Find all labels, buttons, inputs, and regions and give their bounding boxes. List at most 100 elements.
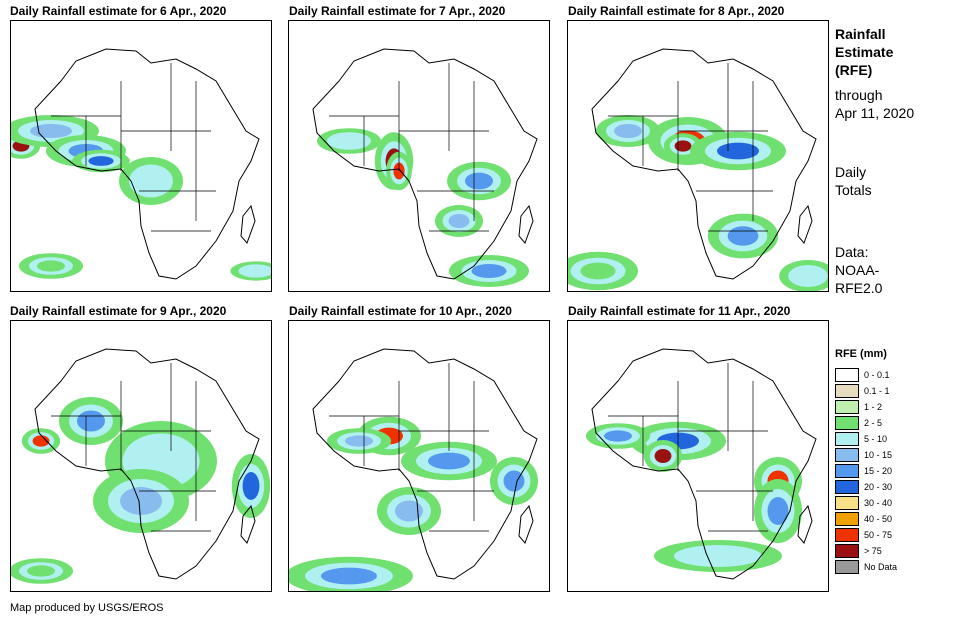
- legend-label: No Data: [864, 562, 898, 572]
- legend-item: 2 - 5: [835, 415, 897, 431]
- africa-coastline: [312, 48, 538, 280]
- rainfall-map-6-apr: [10, 20, 272, 292]
- legend-swatch: [835, 400, 859, 414]
- rainfall-patch: [795, 269, 821, 283]
- rainfall-patch: [345, 435, 373, 447]
- panel-title-10-apr: Daily Rainfall estimate for 10 Apr., 202…: [289, 304, 512, 318]
- legend-swatch: [835, 544, 859, 558]
- rainfall-patch: [30, 124, 72, 138]
- legend-label: 15 - 20: [864, 466, 893, 476]
- legend-label: 50 - 75: [864, 530, 893, 540]
- legend-swatch: [835, 496, 859, 510]
- rainfall-patch: [604, 430, 632, 442]
- rainfall-map-10-apr: [288, 320, 550, 592]
- rainfall-patch: [465, 172, 493, 190]
- panel-title-9-apr: Daily Rainfall estimate for 9 Apr., 2020: [10, 304, 227, 318]
- rainfall-patch: [77, 410, 105, 432]
- madagascar-outline: [797, 204, 813, 244]
- madagascar-outline: [518, 204, 534, 244]
- rainfall-patch: [674, 140, 692, 152]
- map-canvas: [312, 48, 538, 287]
- rainfall-patch: [717, 142, 759, 160]
- legend-label: 40 - 50: [864, 514, 893, 524]
- legend-label: 0.1 - 1: [864, 386, 890, 396]
- madagascar-outline: [797, 504, 813, 544]
- legend-label: 0 - 0.1: [864, 370, 890, 380]
- legend-item: 20 - 30: [835, 479, 897, 495]
- legend-title: RFE (mm): [835, 348, 887, 360]
- legend-swatch: [835, 448, 859, 462]
- country-borders: [51, 363, 216, 532]
- country-borders: [329, 363, 494, 532]
- legend: 0 - 0.1 0.1 - 1 1 - 2 2 - 5 5 - 10 10 - 15 15 …: [835, 367, 897, 575]
- country-borders: [329, 63, 494, 232]
- legend-swatch: [835, 560, 859, 574]
- legend-swatch: [835, 480, 859, 494]
- rainfall-patch: [244, 266, 268, 276]
- rainfall-patch: [137, 170, 165, 192]
- legend-label: 30 - 40: [864, 498, 893, 508]
- rainfall-map-7-apr: [288, 20, 550, 292]
- rainfall-patch: [37, 260, 65, 272]
- madagascar-outline: [518, 504, 534, 544]
- rainfall-patch: [32, 435, 50, 447]
- map-canvas: [11, 348, 271, 584]
- rainfall-patch: [335, 135, 363, 147]
- legend-item: 15 - 20: [835, 463, 897, 479]
- rainfall-patch: [690, 549, 746, 563]
- panel-title-7-apr: Daily Rainfall estimate for 7 Apr., 2020: [289, 4, 506, 18]
- rainfall-patch: [614, 124, 642, 138]
- legend-item: No Data: [835, 559, 897, 575]
- country-borders: [608, 363, 773, 532]
- legend-swatch: [835, 368, 859, 382]
- country-borders: [608, 63, 773, 232]
- legend-swatch: [835, 416, 859, 430]
- legend-item: 40 - 50: [835, 511, 897, 527]
- legend-item: 30 - 40: [835, 495, 897, 511]
- rainfall-map-11-apr: [567, 320, 829, 592]
- rainfall-map-9-apr: [10, 320, 272, 592]
- daily-totals-label: Daily Totals: [835, 164, 872, 198]
- rainfall-patch: [120, 487, 162, 515]
- rainfall-patch: [654, 449, 672, 463]
- legend-item: 50 - 75: [835, 527, 897, 543]
- legend-label: 1 - 2: [864, 402, 883, 412]
- africa-coastline: [312, 348, 538, 580]
- africa-coastline: [34, 48, 260, 280]
- credit-text: Map produced by USGS/EROS: [10, 602, 164, 614]
- legend-item: 5 - 10: [835, 431, 897, 447]
- legend-swatch: [835, 384, 859, 398]
- panel-title-11-apr: Daily Rainfall estimate for 11 Apr., 202…: [568, 304, 791, 318]
- map-canvas: [289, 348, 538, 591]
- rainfall-patch: [503, 470, 525, 492]
- through-date: through Apr 11, 2020: [835, 87, 915, 121]
- panel-title-8-apr: Daily Rainfall estimate for 8 Apr., 2020: [568, 4, 785, 18]
- map-title: Rainfall Estimate (RFE): [835, 26, 894, 78]
- rainfall-patch: [471, 264, 507, 278]
- rainfall-map-8-apr: [567, 20, 829, 292]
- rainfall-patch: [242, 472, 260, 500]
- legend-swatch: [835, 528, 859, 542]
- legend-swatch: [835, 512, 859, 526]
- rainfall-patch: [428, 452, 470, 470]
- rainfall-patch: [395, 500, 423, 522]
- africa-coastline: [591, 348, 817, 580]
- rainfall-patch: [88, 156, 114, 166]
- country-borders: [51, 63, 216, 232]
- legend-label: > 75: [864, 546, 882, 556]
- rainfall-patch: [727, 226, 759, 246]
- legend-label: 20 - 30: [864, 482, 893, 492]
- madagascar-outline: [240, 204, 256, 244]
- africa-coastline: [591, 48, 817, 280]
- legend-label: 10 - 15: [864, 450, 893, 460]
- legend-item: 0.1 - 1: [835, 383, 897, 399]
- map-canvas: [11, 48, 271, 281]
- rainfall-patch: [448, 214, 470, 228]
- madagascar-outline: [240, 504, 256, 544]
- legend-item: > 75: [835, 543, 897, 559]
- rainfall-patch: [27, 565, 55, 577]
- data-source: Data: NOAA- RFE2.0: [835, 244, 883, 296]
- legend-swatch: [835, 432, 859, 446]
- legend-label: 2 - 5: [864, 418, 883, 428]
- africa-coastline: [34, 348, 260, 580]
